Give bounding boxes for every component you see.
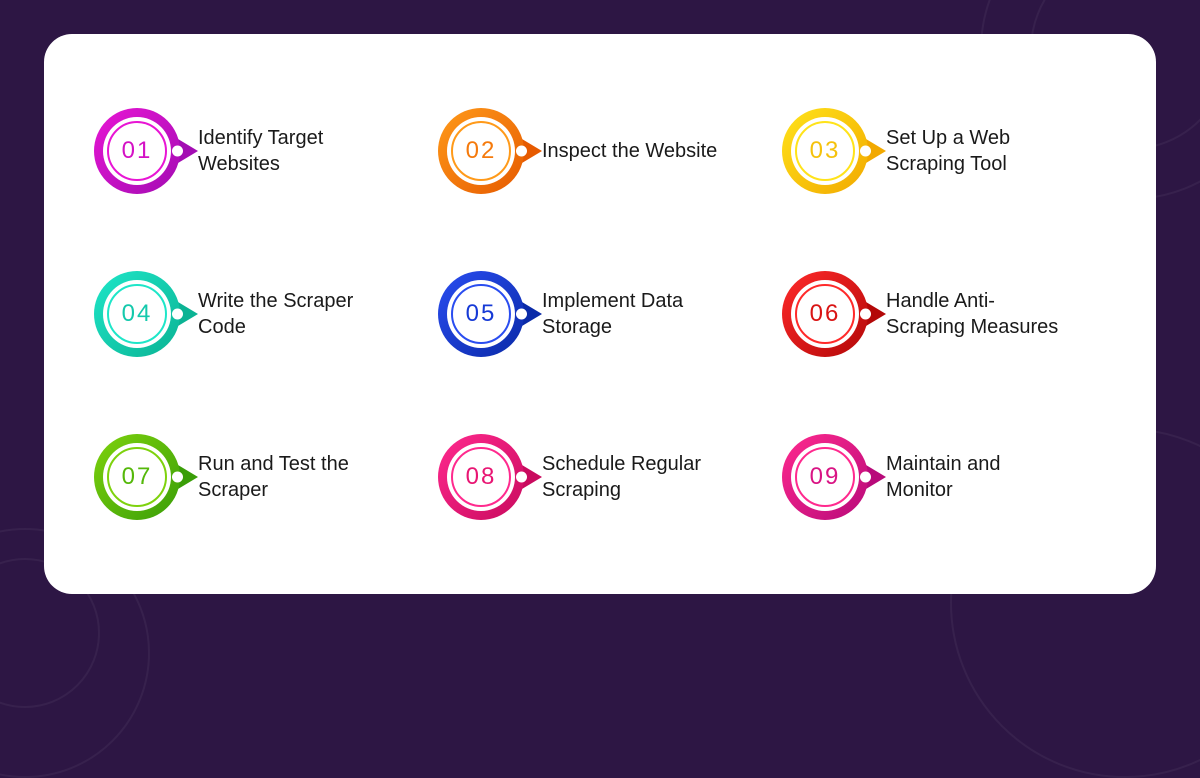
step-badge: 02 [438, 108, 524, 194]
step-number: 01 [122, 137, 153, 165]
dot-icon [860, 472, 871, 483]
step-badge: 08 [438, 434, 524, 520]
step-badge: 01 [94, 108, 180, 194]
step-number: 04 [122, 300, 153, 328]
step-number: 03 [810, 137, 841, 165]
step-06: 06 Handle Anti-Scraping Measures [782, 247, 1106, 380]
step-badge: 03 [782, 108, 868, 194]
dot-icon [860, 145, 871, 156]
step-label: Run and Test the Scraper [198, 451, 378, 503]
dot-icon [172, 472, 183, 483]
step-number: 08 [466, 463, 497, 491]
dot-icon [172, 308, 183, 319]
step-badge: 09 [782, 434, 868, 520]
step-badge: 07 [94, 434, 180, 520]
step-number: 02 [466, 137, 497, 165]
step-08: 08 Schedule Regular Scraping [438, 411, 762, 544]
step-badge: 05 [438, 271, 524, 357]
dot-icon [860, 308, 871, 319]
step-badge: 04 [94, 271, 180, 357]
step-number: 09 [810, 463, 841, 491]
dot-icon [516, 472, 527, 483]
step-04: 04 Write the Scraper Code [94, 247, 418, 380]
step-05: 05 Implement Data Storage [438, 247, 762, 380]
step-label: Write the Scraper Code [198, 288, 378, 340]
step-label: Identify Target Websites [198, 125, 378, 177]
step-02: 02 Inspect the Website [438, 84, 762, 217]
dot-icon [172, 145, 183, 156]
step-label: Handle Anti-Scraping Measures [886, 288, 1066, 340]
step-badge: 06 [782, 271, 868, 357]
step-number: 07 [122, 463, 153, 491]
step-07: 07 Run and Test the Scraper [94, 411, 418, 544]
dot-icon [516, 308, 527, 319]
step-number: 05 [466, 300, 497, 328]
dot-icon [516, 145, 527, 156]
step-number: 06 [810, 300, 841, 328]
step-label: Schedule Regular Scraping [542, 451, 722, 503]
step-09: 09 Maintain and Monitor [782, 411, 1106, 544]
step-label: Inspect the Website [542, 138, 717, 164]
step-label: Maintain and Monitor [886, 451, 1066, 503]
step-03: 03 Set Up a Web Scraping Tool [782, 84, 1106, 217]
steps-card: 01 Identify Target Websites 02 Inspect the … [44, 34, 1156, 594]
step-label: Set Up a Web Scraping Tool [886, 125, 1066, 177]
step-01: 01 Identify Target Websites [94, 84, 418, 217]
step-label: Implement Data Storage [542, 288, 722, 340]
